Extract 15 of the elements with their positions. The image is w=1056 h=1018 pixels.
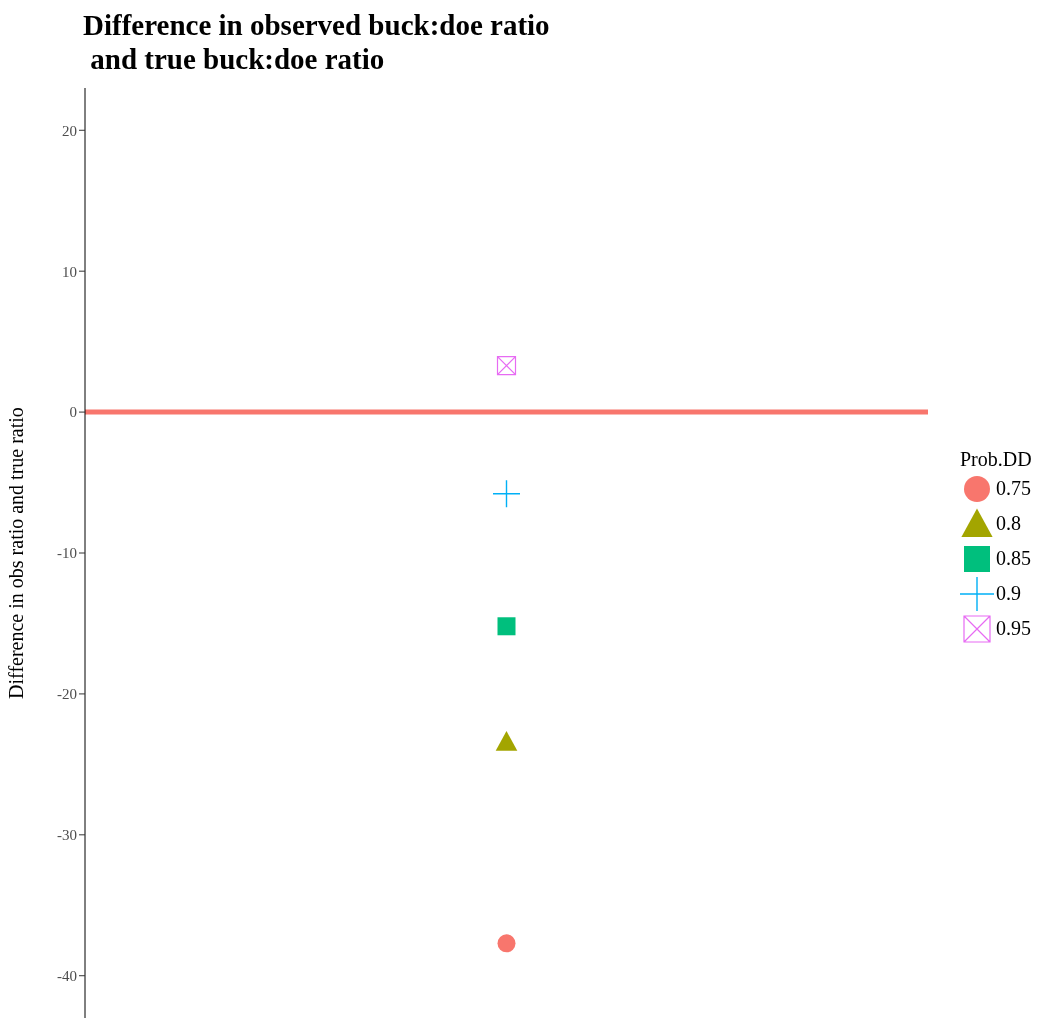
legend-label: 0.95 (996, 617, 1031, 640)
y-axis-title: Difference in obs ratio and true ratio (5, 407, 28, 699)
legend-title: Prob.DD (960, 448, 1032, 471)
y-tick-label: -30 (57, 827, 77, 844)
y-tick-label: -20 (57, 686, 77, 703)
y-tick-label: -10 (57, 545, 77, 562)
legend-label: 0.85 (996, 547, 1031, 570)
y-tick-label: 10 (62, 263, 77, 280)
legend-label: 0.8 (996, 512, 1021, 535)
legend-label: 0.75 (996, 477, 1031, 500)
y-tick-label: 0 (69, 404, 77, 421)
chart-title: Difference in observed buck:doe ratio and true buck:doe ratio (83, 8, 550, 76)
y-tick-label: -40 (57, 968, 77, 985)
legend-label: 0.9 (996, 582, 1021, 605)
y-tick-label: 20 (62, 122, 77, 139)
